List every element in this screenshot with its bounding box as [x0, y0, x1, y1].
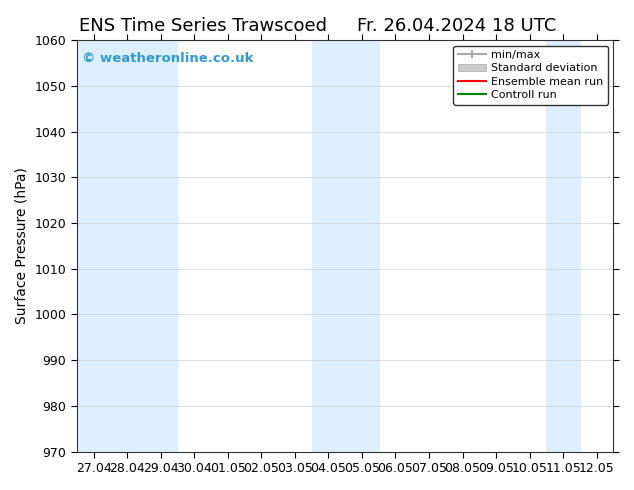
Text: ENS Time Series Trawscoed: ENS Time Series Trawscoed — [79, 17, 327, 35]
Y-axis label: Surface Pressure (hPa): Surface Pressure (hPa) — [15, 168, 29, 324]
Text: © weatheronline.co.uk: © weatheronline.co.uk — [82, 52, 254, 66]
Bar — [311, 40, 345, 452]
Bar — [144, 40, 178, 452]
Bar — [77, 40, 110, 452]
Bar — [345, 40, 378, 452]
Legend: min/max, Standard deviation, Ensemble mean run, Controll run: min/max, Standard deviation, Ensemble me… — [453, 46, 608, 104]
Bar — [110, 40, 144, 452]
Text: Fr. 26.04.2024 18 UTC: Fr. 26.04.2024 18 UTC — [357, 17, 556, 35]
Bar — [547, 40, 580, 452]
